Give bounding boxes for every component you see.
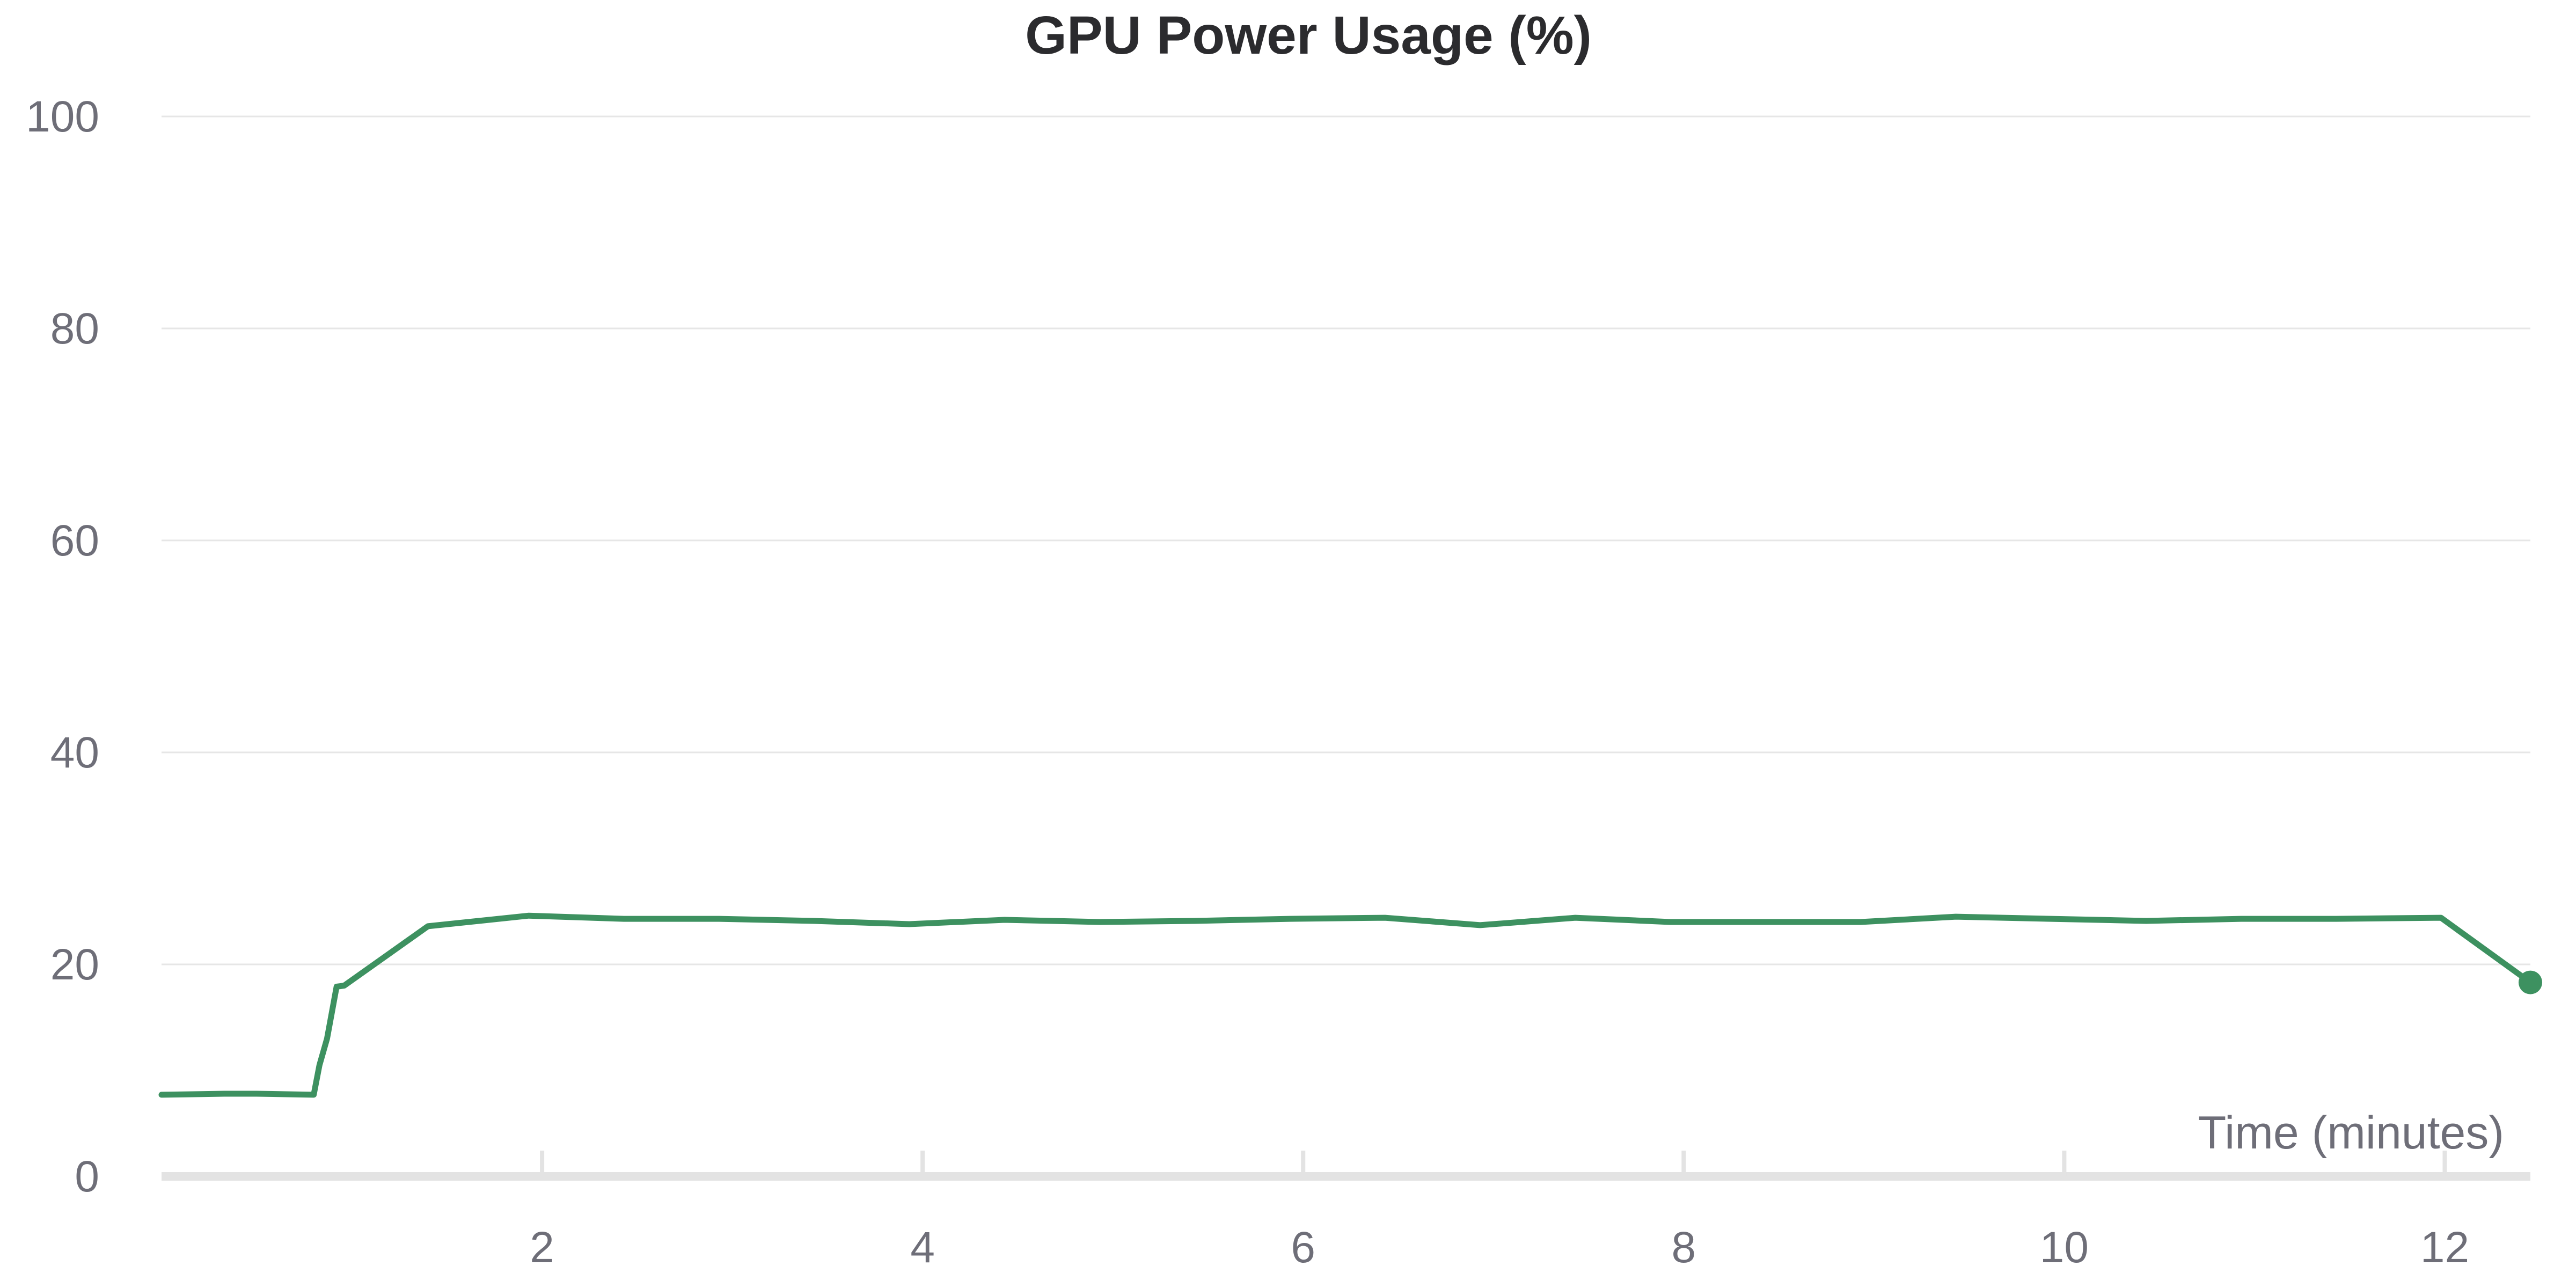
- x-tick-label: 4: [910, 1223, 935, 1272]
- x-tick-label: 10: [2040, 1223, 2089, 1272]
- x-axis-tick-labels: 2 4 6 8 10 12: [530, 1223, 2469, 1272]
- y-tick-label: 40: [50, 728, 99, 777]
- x-tick-label: 2: [530, 1223, 554, 1272]
- x-tick-label: 6: [1291, 1223, 1315, 1272]
- gridlines: [162, 115, 2530, 965]
- x-axis-title: Time (minutes): [2198, 1107, 2504, 1159]
- series-group: [158, 912, 2542, 1098]
- x-tick-label: 12: [2420, 1223, 2469, 1272]
- x-axis: [162, 1151, 2530, 1181]
- y-tick-label: 80: [50, 304, 99, 353]
- y-tick-label: 100: [26, 92, 99, 141]
- y-tick-label: 20: [50, 940, 99, 989]
- x-tick-label: 8: [1672, 1223, 1696, 1272]
- series-line: [158, 912, 2534, 1098]
- y-axis-tick-labels: 0 20 40 60 80 100: [26, 92, 99, 1201]
- series-end-point: [2519, 970, 2542, 994]
- y-tick-label: 0: [75, 1152, 99, 1201]
- chart-title: GPU Power Usage (%): [1025, 5, 1592, 65]
- y-tick-label: 60: [50, 516, 99, 565]
